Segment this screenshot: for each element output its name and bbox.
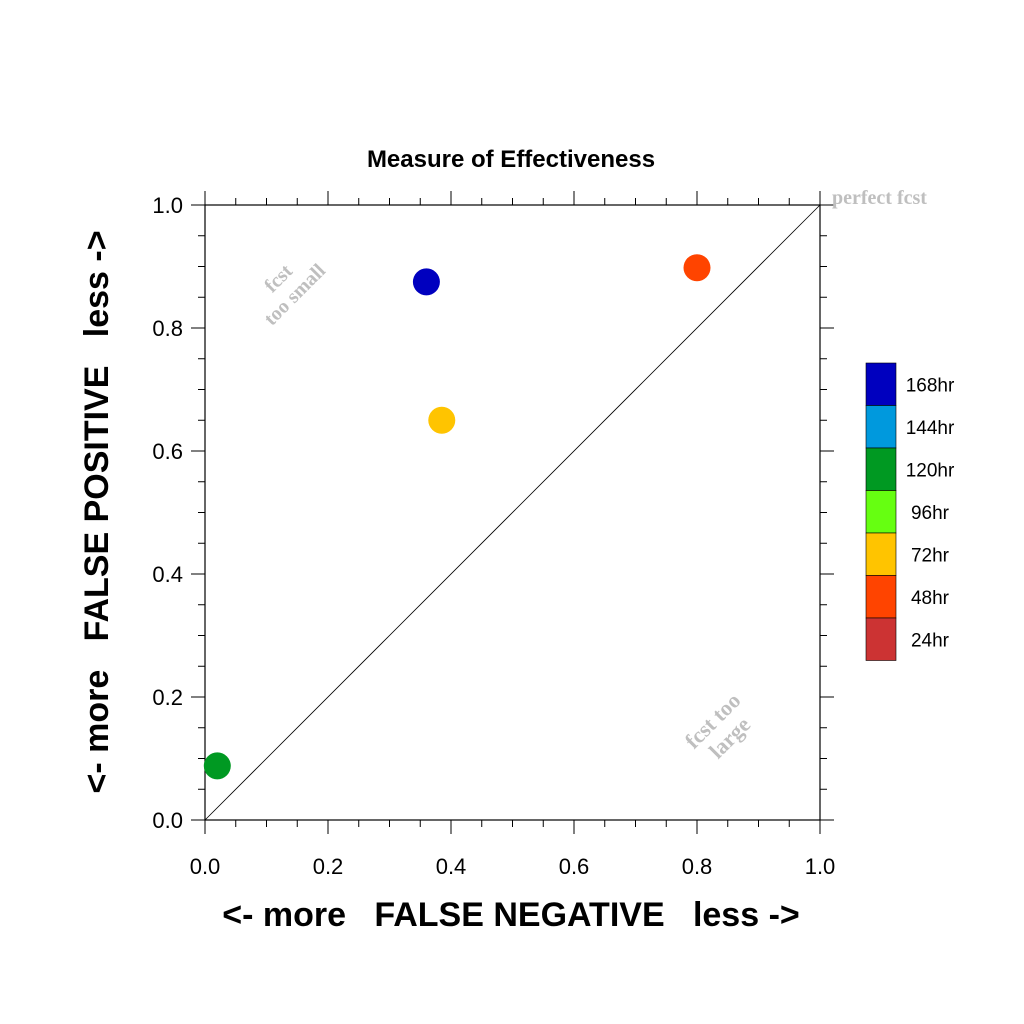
y-tick-label: 0.4 (152, 562, 183, 587)
data-points (203, 254, 711, 780)
x-tick-label: 0.6 (559, 854, 590, 879)
legend-label-168hr: 168hr (906, 375, 955, 396)
y-tick-label: 0.6 (152, 439, 183, 464)
x-tick-label: 0.8 (682, 854, 713, 879)
legend-swatch-24hr (865, 617, 897, 661)
legend-label-96hr: 96hr (911, 503, 950, 524)
data-point-168hr (412, 268, 440, 296)
data-point-48hr (683, 254, 711, 282)
legend-label-120hr: 120hr (906, 460, 955, 481)
x-tick-label: 1.0 (805, 854, 836, 879)
perfect-fcst-annotation: perfect fcst (832, 187, 927, 209)
axis-tick-labels: 0.0 0.2 0.4 0.6 0.8 1.0 0.0 0.2 0.4 0.6 0.8 1.0 (152, 193, 835, 879)
x-tick-label: 0.2 (313, 854, 344, 879)
y-axis-label: <- more FALSE POSITIVE less -> (78, 230, 116, 793)
legend-swatch-120hr (865, 447, 897, 491)
legend-swatch-48hr (865, 575, 897, 619)
legend-label-48hr: 48hr (911, 588, 950, 609)
chart-title: Measure of Effectiveness (367, 146, 655, 173)
legend-swatch-96hr (865, 490, 897, 534)
y-tick-label: 0.0 (152, 808, 183, 833)
x-tick-label: 0.0 (190, 854, 221, 879)
perfect-diagonal-line (204, 204, 821, 821)
y-tick-label: 0.2 (152, 685, 183, 710)
legend-label-24hr: 24hr (911, 630, 950, 651)
legend-label-144hr: 144hr (906, 418, 955, 439)
legend-label-72hr: 72hr (911, 545, 950, 566)
data-point-72hr (428, 406, 456, 434)
data-point-120hr (203, 752, 231, 780)
legend-swatch-168hr (865, 362, 897, 406)
y-tick-label: 0.8 (152, 316, 183, 341)
legend-swatch-144hr (865, 405, 897, 449)
axis-ticks (191, 191, 834, 834)
legend: 168hr 144hr 120hr 96hr 72hr 48hr 24hr (865, 362, 955, 661)
x-axis-label: <- more FALSE NEGATIVE less -> (222, 896, 800, 934)
legend-swatch-72hr (865, 532, 897, 576)
y-tick-label: 1.0 (152, 193, 183, 218)
x-tick-label: 0.4 (436, 854, 467, 879)
